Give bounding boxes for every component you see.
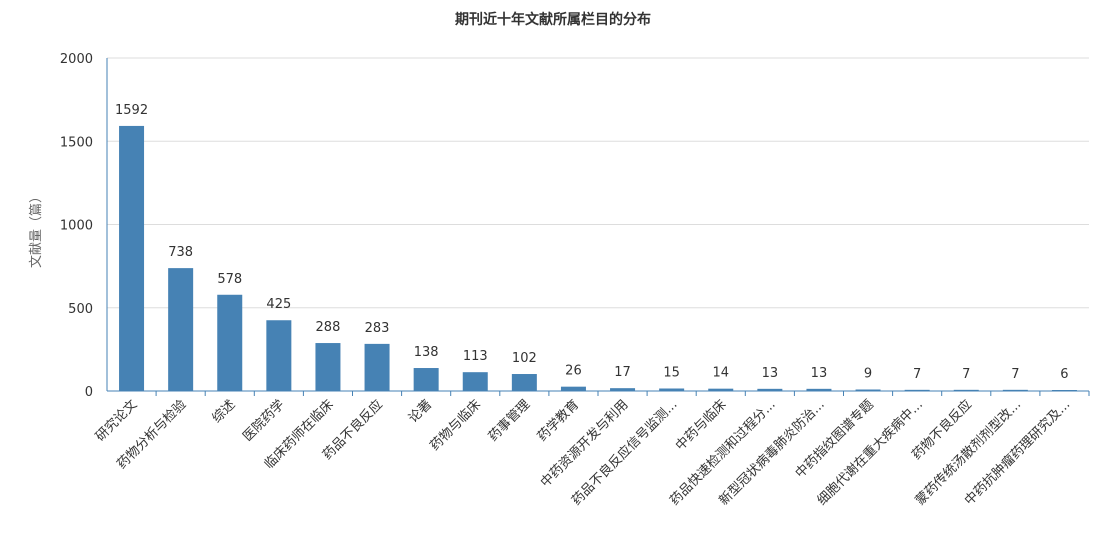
data-label: 17 [614,365,631,380]
x-tick-label: 药学教育 [534,397,582,445]
bars [119,125,1077,391]
data-label: 15 [663,366,680,381]
data-label: 13 [762,366,779,381]
data-label: 7 [913,367,921,382]
data-labels: 1592 738 578 425 288 283 138 113 102 26 17 15 14 13 13… [115,103,1069,382]
bar[interactable] [1002,389,1028,391]
x-tick-label: 研究论文 [93,397,140,444]
bar[interactable] [659,388,685,391]
y-tick-label: 2000 [60,52,93,67]
data-label: 425 [266,297,291,312]
bar[interactable] [560,386,586,391]
bar[interactable] [610,388,636,391]
data-label: 9 [864,367,872,382]
bar[interactable] [855,389,881,391]
bar[interactable] [953,389,979,391]
data-label: 288 [316,320,341,335]
bar[interactable] [217,294,243,391]
data-label: 14 [712,366,729,381]
y-tick-label: 500 [68,302,93,317]
data-label: 13 [811,366,828,381]
x-tick-label: 中药资源开发与利用 [537,397,631,491]
bar[interactable] [413,368,439,391]
data-label: 738 [168,245,193,260]
bar[interactable] [511,374,537,391]
bar[interactable] [708,388,734,391]
data-label: 7 [1011,367,1019,382]
y-axis-ticks: 0 500 1000 1500 2000 [60,52,93,400]
data-label: 283 [365,321,390,336]
data-label: 113 [463,349,488,364]
x-tick-label: 论著 [406,397,435,426]
data-label: 26 [565,364,582,379]
x-tick-label: 综述 [210,397,239,426]
bar[interactable] [462,372,488,391]
bar[interactable] [904,389,930,391]
data-label: 102 [512,351,537,366]
x-tick-label: 医院药学 [240,397,288,445]
axes [106,58,1090,396]
y-tick-label: 0 [85,385,93,400]
chart-title: 期刊近十年文献所属栏目的分布 [455,11,651,28]
data-label: 138 [414,345,439,360]
data-label: 578 [217,272,242,287]
data-label: 7 [962,367,970,382]
data-label: 6 [1060,367,1068,382]
y-tick-label: 1000 [60,219,93,234]
data-label: 1592 [115,103,148,118]
bar[interactable] [315,343,341,391]
gridlines [107,57,1089,392]
x-tick-label: 药物与临床 [427,397,484,454]
y-tick-label: 1500 [60,135,93,150]
bar[interactable] [266,320,292,391]
y-axis-label: 文献量（篇） [29,190,44,268]
bar[interactable] [364,343,390,391]
bar[interactable] [119,125,145,391]
bar[interactable] [757,388,783,391]
bar[interactable] [806,388,832,391]
bar[interactable] [168,268,194,391]
x-tick-label: 药事管理 [486,397,533,444]
